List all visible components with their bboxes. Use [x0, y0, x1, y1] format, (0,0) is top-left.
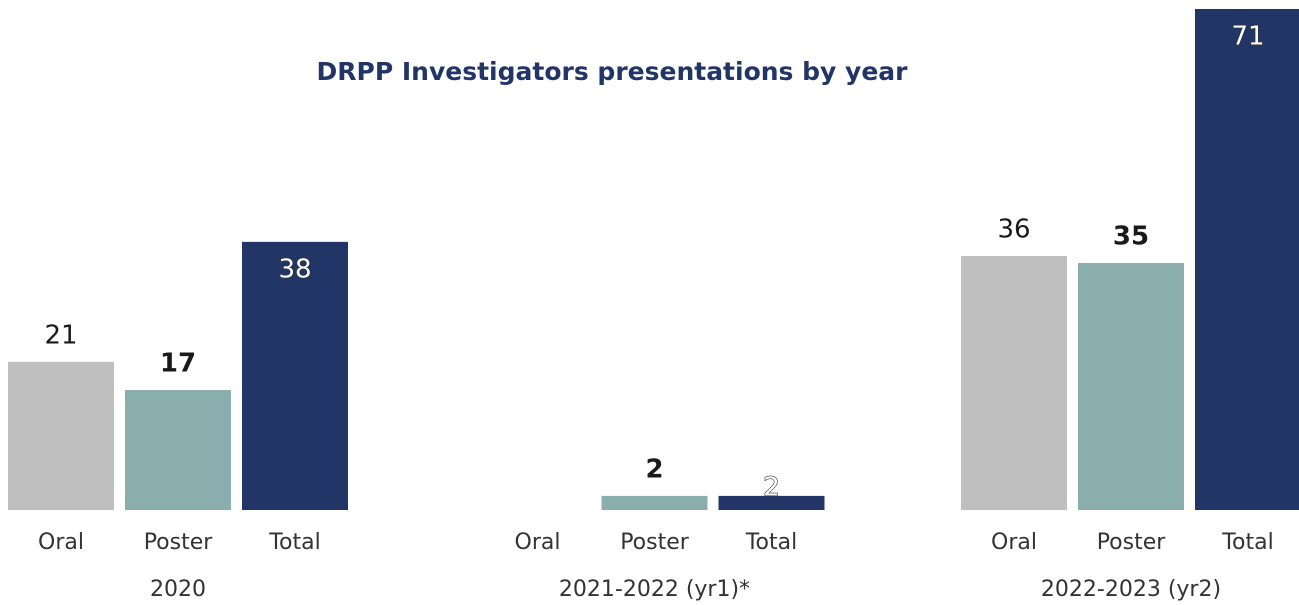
group-label: 2020 [150, 577, 206, 602]
x-tick-label: Poster [1097, 530, 1167, 555]
x-tick-label: Oral [515, 530, 561, 555]
bar [961, 255, 1067, 510]
value-label: 2 [645, 454, 663, 484]
value-label: 38 [278, 254, 311, 284]
x-tick-label: Total [745, 530, 797, 555]
value-label: 36 [997, 214, 1030, 244]
bar [718, 495, 825, 510]
bar [601, 495, 708, 510]
bar [8, 361, 114, 510]
group-label: 2021-2022 (yr1)* [559, 577, 750, 602]
bar [242, 241, 348, 510]
x-tick-label: Poster [144, 530, 214, 555]
group-label: 2022-2023 (yr2) [1041, 577, 1221, 602]
value-label: 21 [44, 320, 77, 350]
bar [1078, 263, 1184, 510]
bar [1195, 9, 1299, 510]
chart-title: DRPP Investigators presentations by year [317, 57, 909, 86]
bar [125, 390, 231, 510]
value-label: 71 [1231, 22, 1264, 52]
value-label: 2 [763, 472, 780, 502]
x-tick-label: Poster [620, 530, 690, 555]
x-tick-label: Oral [991, 530, 1037, 555]
x-tick-label: Total [268, 530, 320, 555]
x-tick-label: Oral [38, 530, 84, 555]
value-label: 17 [160, 349, 196, 379]
x-tick-label: Total [1221, 530, 1273, 555]
value-label: 35 [1113, 222, 1149, 252]
